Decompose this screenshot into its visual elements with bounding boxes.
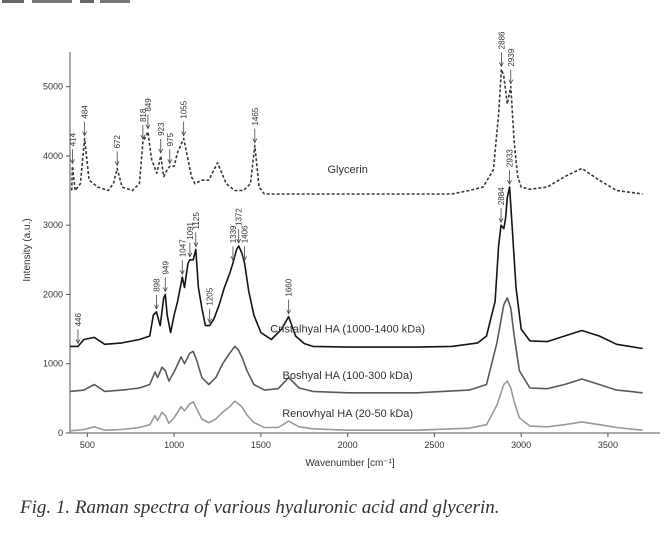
y-tick-label: 4000 xyxy=(43,151,63,161)
peak-label: 2886 xyxy=(497,31,506,49)
peak-arrowhead xyxy=(193,242,199,248)
peak-label: 949 xyxy=(161,261,170,275)
peak-arrowhead xyxy=(181,131,187,137)
peak-label: 1047 xyxy=(178,239,187,257)
peak-arrowhead xyxy=(252,138,258,144)
series-label: Renovhyal HA (20-50 kDa) xyxy=(282,408,413,420)
series-line-3 xyxy=(69,380,643,432)
x-tick-label: 1000 xyxy=(164,440,184,450)
raman-spectra-chart: 500 1000 1500 2000 2500 3000 3500 0 1000 2000 3000… xyxy=(22,31,660,469)
peak-label: 1406 xyxy=(241,225,250,243)
peak-arrowhead xyxy=(75,339,81,345)
y-axis-label: Intensity (a.u.) xyxy=(22,218,33,281)
x-tick-label: 1500 xyxy=(251,440,271,450)
peak-arrowhead xyxy=(507,179,512,185)
peak-arrowhead xyxy=(179,269,185,276)
peak-arrowhead xyxy=(242,256,247,262)
peak-label: 2884 xyxy=(497,187,506,205)
series-labels: Glycerin Cristalhyal HA (1000-1400 kDa) Bo… xyxy=(270,164,425,420)
axes: 500 1000 1500 2000 2500 3000 3500 0 1000 2000 3000… xyxy=(43,52,660,450)
peak-label: 923 xyxy=(157,122,166,136)
peak-arrowhead xyxy=(82,131,87,137)
peak-arrowhead xyxy=(114,161,120,167)
peak-label: 898 xyxy=(152,278,161,292)
peak-arrowhead xyxy=(158,148,164,154)
peak-arrowhead xyxy=(187,252,193,258)
peak-arrowhead xyxy=(236,238,242,244)
x-tick-label: 3000 xyxy=(511,440,531,450)
peak-label: 1205 xyxy=(206,287,215,305)
peak-arrowhead xyxy=(162,287,168,293)
peak-arrowhead xyxy=(70,159,75,165)
series-line-1 xyxy=(70,186,643,350)
peak-arrowhead xyxy=(207,318,213,324)
figure-caption: Fig. 1. Raman spectra of various hyaluro… xyxy=(20,497,500,518)
series-line-0 xyxy=(70,68,643,195)
y-tick-label: 0 xyxy=(58,428,63,438)
series-line-2 xyxy=(69,297,643,394)
peak-label: 484 xyxy=(81,105,90,119)
x-tick-label: 3500 xyxy=(598,440,618,450)
peak-label: 818 xyxy=(139,108,148,122)
peak-arrowhead xyxy=(145,124,151,130)
peak-arrowhead xyxy=(140,134,146,140)
y-tick-label: 2000 xyxy=(43,289,63,299)
y-tick-label: 1000 xyxy=(43,359,63,369)
peak-arrowhead xyxy=(154,304,159,310)
peak-label: 446 xyxy=(74,313,83,327)
peak-arrowhead xyxy=(286,309,292,315)
peak-arrowhead xyxy=(167,159,173,165)
peak-label: 1339 xyxy=(229,225,238,243)
peak-label: 1372 xyxy=(235,208,244,226)
peak-label: 1125 xyxy=(192,212,201,230)
peak-label: 672 xyxy=(113,134,122,148)
x-tick-label: 2000 xyxy=(338,440,358,450)
peak-label: 2933 xyxy=(506,149,515,167)
series-label: Cristalhyal HA (1000-1400 kDa) xyxy=(270,324,425,336)
cropped-text-fragment xyxy=(2,0,152,3)
spectra-lines xyxy=(69,68,643,432)
peak-arrowhead xyxy=(499,62,504,68)
x-axis-label: Wavenumber [cm⁻¹] xyxy=(305,458,395,469)
peak-label: 414 xyxy=(68,132,77,146)
peak-label: 2939 xyxy=(507,48,516,66)
x-tick-label: 2500 xyxy=(424,440,444,450)
peak-label: 1660 xyxy=(285,278,294,296)
peak-label: 1091 xyxy=(186,221,195,239)
peak-arrowhead xyxy=(230,256,236,262)
peak-arrowhead xyxy=(508,79,514,85)
x-tick-label: 500 xyxy=(80,440,95,450)
y-tick-label: 5000 xyxy=(43,82,63,92)
y-tick-label: 3000 xyxy=(43,220,63,230)
series-label: Boshyal HA (100-300 kDa) xyxy=(283,370,413,382)
peak-label: 1465 xyxy=(251,107,260,125)
peak-arrowhead xyxy=(498,218,504,224)
peak-label: 975 xyxy=(166,132,175,146)
peak-label: 849 xyxy=(144,98,153,112)
series-label: Glycerin xyxy=(327,164,367,176)
peak-label: 1055 xyxy=(180,100,189,118)
